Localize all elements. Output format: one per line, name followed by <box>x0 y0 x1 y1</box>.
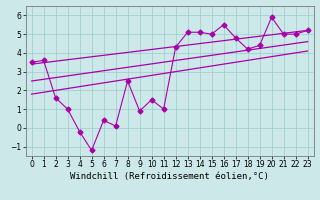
X-axis label: Windchill (Refroidissement éolien,°C): Windchill (Refroidissement éolien,°C) <box>70 172 269 181</box>
